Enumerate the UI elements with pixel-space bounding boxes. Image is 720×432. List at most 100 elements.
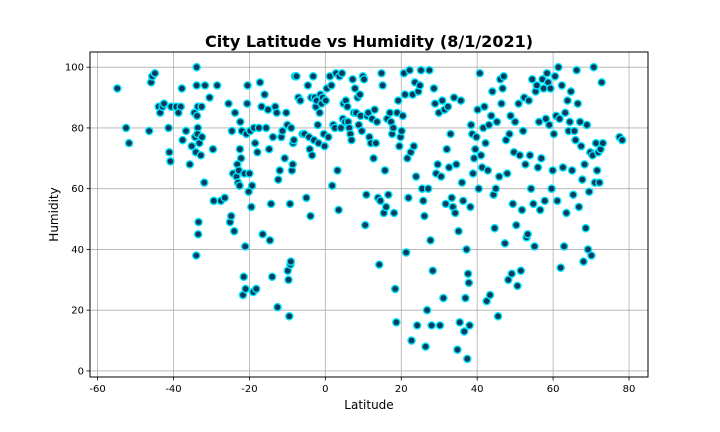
- data-point: [598, 138, 608, 148]
- data-point: [502, 169, 512, 178]
- data-point: [474, 184, 484, 193]
- data-point: [459, 327, 469, 336]
- data-point: [308, 71, 318, 81]
- data-point: [473, 105, 482, 115]
- y-tick-label: 0: [78, 366, 84, 377]
- data-point: [559, 242, 569, 251]
- data-point: [563, 96, 572, 105]
- data-point: [498, 84, 507, 93]
- data-point: [393, 96, 403, 105]
- data-point: [272, 108, 282, 118]
- data-point: [565, 117, 575, 127]
- data-point: [220, 193, 230, 203]
- y-tick-label: 60: [71, 184, 84, 195]
- data-point: [360, 220, 370, 230]
- data-point: [355, 90, 365, 99]
- data-point: [258, 229, 268, 239]
- data-point: [192, 62, 201, 72]
- data-point: [442, 144, 452, 154]
- data-point: [521, 160, 530, 169]
- data-point: [400, 90, 410, 99]
- data-point: [164, 123, 173, 133]
- chart-title: City Latitude vs Humidity (8/1/2021): [205, 32, 533, 51]
- data-point: [428, 266, 438, 275]
- x-tick-label: 0: [322, 384, 328, 395]
- data-point: [490, 223, 499, 233]
- data-point: [444, 163, 454, 172]
- data-point: [416, 65, 426, 75]
- data-point: [439, 293, 448, 303]
- data-point: [422, 305, 432, 315]
- data-point: [576, 141, 586, 151]
- data-point: [236, 117, 245, 127]
- data-point: [589, 62, 599, 72]
- data-point: [558, 163, 568, 172]
- data-point: [535, 205, 545, 215]
- data-point: [500, 239, 510, 248]
- data-point: [446, 129, 455, 139]
- data-point: [197, 132, 207, 142]
- data-point: [407, 336, 416, 345]
- data-point: [488, 87, 497, 96]
- data-point: [552, 196, 562, 206]
- data-point: [587, 251, 596, 260]
- data-point: [595, 178, 604, 187]
- data-point: [286, 257, 296, 266]
- data-point: [523, 229, 532, 239]
- data-point: [247, 181, 257, 190]
- data-point: [321, 96, 331, 105]
- data-point: [568, 190, 578, 200]
- data-point: [580, 160, 589, 169]
- data-point: [530, 242, 539, 251]
- data-point: [177, 84, 187, 93]
- data-point: [404, 193, 413, 203]
- y-tick-label: 40: [71, 245, 84, 256]
- data-point: [472, 132, 481, 142]
- data-point: [371, 138, 381, 148]
- data-point: [421, 342, 430, 351]
- data-point: [253, 147, 262, 157]
- data-point: [592, 166, 602, 175]
- data-point: [469, 154, 479, 163]
- data-point: [526, 184, 536, 193]
- data-point: [302, 193, 311, 203]
- data-point: [462, 245, 471, 254]
- data-point: [485, 290, 495, 300]
- y-axis-ticks: 0 20 40 60 80 100: [65, 63, 90, 377]
- data-point: [376, 196, 385, 206]
- data-point: [476, 150, 486, 160]
- data-point: [208, 144, 218, 154]
- data-point: [516, 266, 526, 275]
- data-point: [463, 354, 472, 364]
- data-point: [281, 108, 291, 118]
- data-point: [540, 196, 550, 206]
- data-point: [581, 223, 591, 233]
- data-point: [415, 81, 425, 90]
- data-point: [420, 211, 429, 221]
- data-point: [505, 129, 514, 139]
- data-point: [378, 81, 387, 90]
- data-point: [480, 102, 489, 111]
- data-point: [493, 311, 503, 321]
- data-point: [398, 111, 408, 121]
- data-point: [159, 99, 169, 108]
- data-point: [456, 96, 466, 105]
- data-point: [514, 99, 523, 108]
- data-point: [254, 123, 264, 133]
- data-point: [333, 166, 342, 175]
- data-point: [571, 135, 580, 145]
- data-point: [150, 68, 160, 78]
- data-point: [243, 81, 252, 90]
- data-point: [284, 275, 293, 285]
- data-point: [418, 196, 428, 206]
- data-point: [566, 87, 576, 96]
- data-point: [549, 129, 559, 139]
- data-point: [430, 99, 440, 108]
- data-point: [527, 75, 537, 84]
- data-point: [226, 211, 236, 221]
- data-point: [484, 120, 494, 130]
- data-point: [497, 99, 506, 108]
- data-point: [570, 126, 579, 136]
- data-point: [425, 65, 434, 75]
- data-point: [390, 284, 400, 294]
